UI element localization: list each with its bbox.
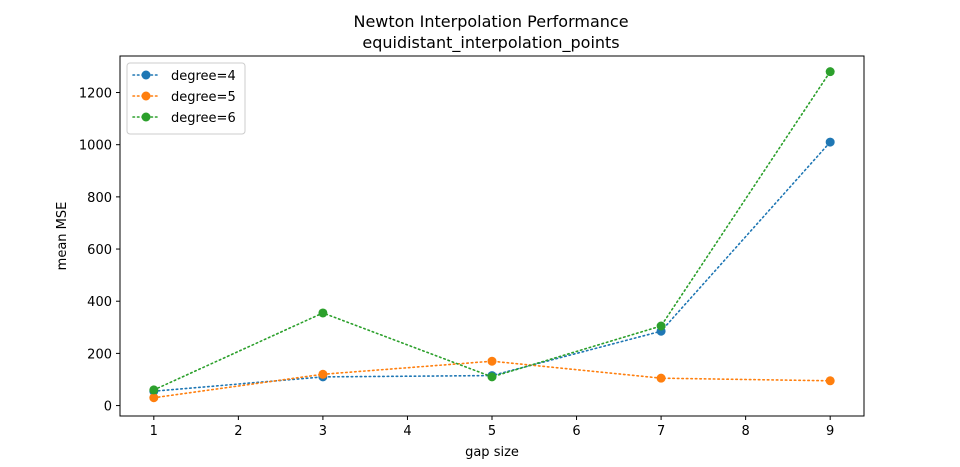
chart-subtitle: equidistant_interpolation_points	[362, 33, 619, 53]
y-tick-label: 1000	[79, 139, 112, 154]
data-point	[318, 369, 328, 379]
legend-marker	[141, 91, 151, 101]
legend-label: degree=5	[171, 90, 236, 105]
x-tick-label: 6	[572, 424, 580, 439]
data-point	[318, 308, 328, 318]
series-line	[153, 70, 831, 391]
series-3	[149, 67, 835, 395]
x-tick-label: 4	[403, 424, 411, 439]
data-point	[825, 376, 835, 386]
series-layer	[149, 67, 835, 403]
data-point	[656, 321, 666, 331]
legend-item: degree=5	[132, 90, 236, 105]
x-tick-label: 9	[826, 424, 834, 439]
data-point	[825, 137, 835, 147]
chart-title: Newton Interpolation Performance	[353, 12, 628, 31]
legend-marker	[141, 70, 151, 80]
y-axis: 0 200 400 600 800 1000 1200	[79, 87, 120, 415]
y-axis-label: mean MSE	[55, 202, 70, 271]
legend: degree=4 degree=5 degree=6	[126, 62, 246, 135]
legend-label: degree=6	[171, 111, 236, 126]
data-point	[149, 385, 159, 395]
legend-item: degree=4	[132, 69, 236, 84]
legend-label: degree=4	[171, 69, 236, 84]
x-tick-label: 7	[657, 424, 665, 439]
series-line	[153, 360, 831, 399]
data-point	[487, 372, 497, 382]
legend-marker	[141, 112, 151, 122]
x-tick-label: 3	[319, 424, 327, 439]
y-tick-label: 400	[87, 295, 112, 310]
x-tick-label: 8	[741, 424, 749, 439]
data-point	[656, 373, 666, 383]
x-tick-label: 2	[234, 424, 242, 439]
y-tick-label: 800	[87, 191, 112, 206]
y-tick-label: 200	[87, 347, 112, 362]
data-point	[487, 356, 497, 366]
x-axis-label: gap size	[465, 445, 519, 460]
data-point	[825, 67, 835, 77]
legend-item: degree=6	[132, 111, 236, 126]
series-2	[149, 356, 835, 403]
x-tick-label: 5	[488, 424, 496, 439]
y-tick-label: 600	[87, 243, 112, 258]
series-line	[153, 141, 831, 393]
x-tick-label: 1	[150, 424, 158, 439]
data-point	[149, 393, 159, 403]
y-tick-label: 0	[104, 400, 112, 415]
x-axis: 1 2 3 4 5 6 7 8 9	[150, 416, 834, 439]
y-tick-label: 1200	[79, 87, 112, 102]
